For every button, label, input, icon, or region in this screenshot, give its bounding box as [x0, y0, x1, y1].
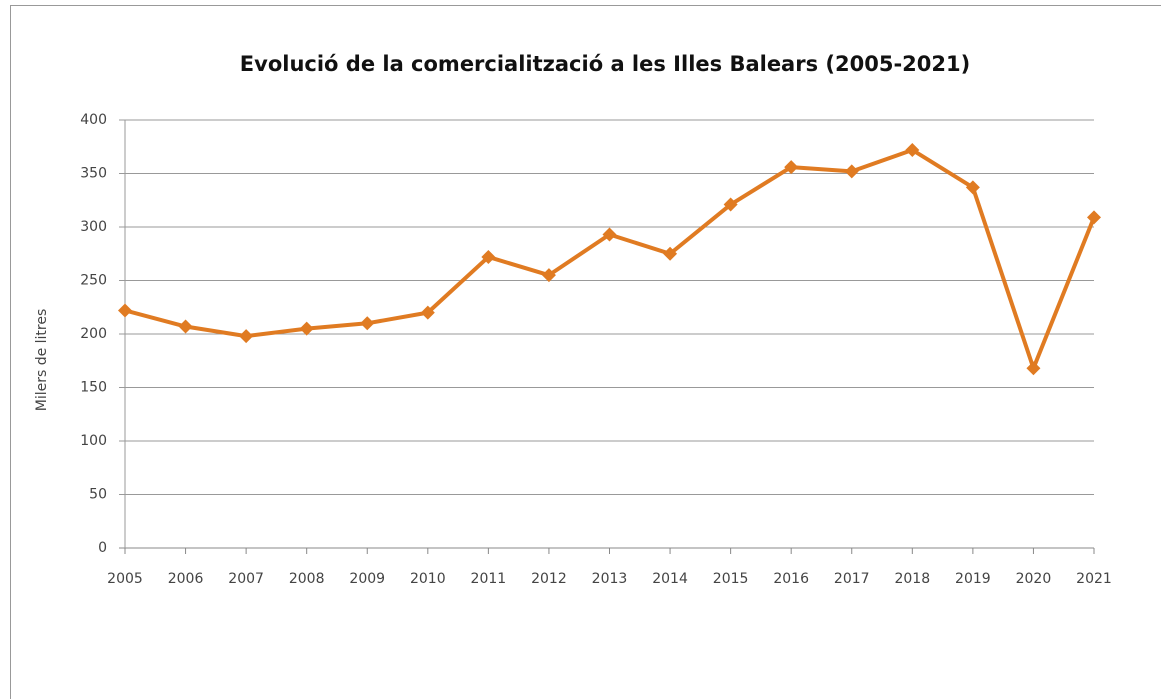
marker	[481, 249, 496, 264]
y-tick-label: 50	[89, 487, 107, 503]
marker	[178, 319, 193, 334]
x-tick-label: 2011	[471, 571, 507, 587]
x-tick-label: 2020	[1016, 571, 1052, 587]
x-tick-label: 2018	[894, 571, 930, 587]
marker	[663, 246, 678, 261]
y-tick-label: 400	[80, 112, 107, 128]
marker	[541, 268, 556, 283]
y-tick-label: 200	[80, 326, 107, 342]
y-tick-label: 100	[80, 433, 107, 449]
x-tick-label: 2006	[168, 571, 204, 587]
x-tick-label: 2012	[531, 571, 567, 587]
y-tick-label: 300	[80, 219, 107, 235]
x-tick-label: 2014	[652, 571, 688, 587]
x-tick-label: 2008	[289, 571, 325, 587]
y-tick-label: 350	[80, 166, 107, 182]
marker	[844, 164, 859, 179]
x-tick-label: 2015	[713, 571, 749, 587]
marker	[1026, 361, 1041, 376]
marker	[360, 316, 375, 331]
marker	[602, 227, 617, 242]
y-tick-label: 150	[80, 380, 107, 396]
chart-title: Evolució de la comercialització a les Il…	[240, 52, 970, 76]
x-tick-label: 2013	[592, 571, 628, 587]
y-tick-label: 0	[98, 540, 107, 556]
x-tick-label: 2005	[107, 571, 143, 587]
marker	[905, 142, 920, 157]
marker	[118, 303, 132, 318]
x-tick-label: 2021	[1076, 571, 1112, 587]
x-tick-label: 2009	[349, 571, 385, 587]
x-tick-label: 2010	[410, 571, 446, 587]
x-tick-label: 2016	[773, 571, 809, 587]
x-tick-label: 2007	[228, 571, 264, 587]
marker	[420, 305, 435, 320]
x-tick-label: 2017	[834, 571, 870, 587]
y-tick-label: 250	[80, 273, 107, 289]
x-tick-label: 2019	[955, 571, 991, 587]
marker	[965, 180, 980, 195]
chart-frame	[10, 5, 1161, 699]
marker	[239, 329, 254, 344]
y-axis-label: Milers de litres	[34, 309, 50, 412]
marker	[299, 321, 314, 336]
marker	[784, 160, 799, 175]
marker	[723, 197, 738, 212]
marker	[1087, 210, 1101, 225]
